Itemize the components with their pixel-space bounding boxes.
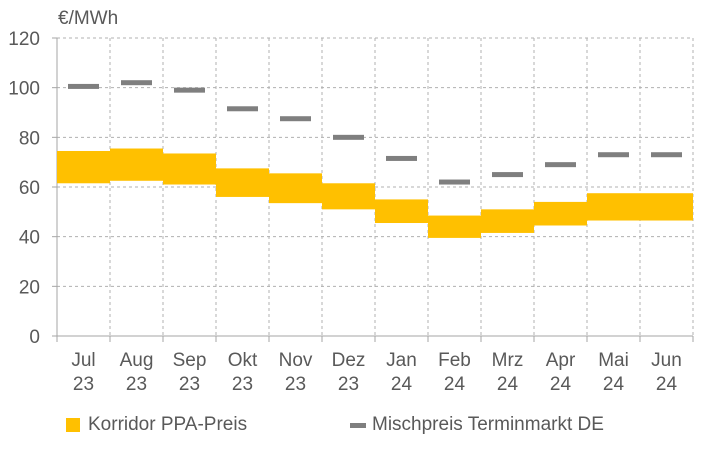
y-axis-unit-label: €/MWh	[58, 8, 119, 29]
y-tick-label: 0	[29, 327, 40, 348]
x-tick-label-month: Okt	[228, 350, 258, 371]
ppa-corridor-bar	[640, 193, 693, 221]
y-tick-label: 120	[8, 29, 40, 50]
x-tick-label-year: 24	[497, 374, 519, 395]
y-tick-label: 60	[19, 178, 40, 199]
x-tick-label-month: Dez	[332, 350, 366, 371]
x-tick-label-month: Nov	[279, 350, 313, 371]
y-tick-label: 20	[19, 277, 40, 298]
legend-item-mischpreis: Mischpreis Terminmarkt DE	[350, 414, 604, 436]
ppa-corridor-bar	[269, 173, 322, 204]
mischpreis-series	[68, 80, 682, 185]
x-tick-label-month: Jul	[71, 350, 95, 371]
x-tick-label-year: 23	[179, 374, 200, 395]
legend-swatch-ppa-corridor	[66, 418, 80, 432]
ppa-corridor-bar	[587, 193, 640, 221]
x-tick-label-month: Sep	[173, 350, 207, 371]
ppa-corridor-bar	[534, 201, 587, 226]
y-tick-label: 80	[19, 128, 40, 149]
x-tick-label-year: 23	[232, 374, 253, 395]
mischpreis-marker	[386, 155, 417, 161]
mischpreis-marker	[439, 179, 470, 185]
x-tick-label-month: Jun	[651, 350, 682, 371]
x-tick-label-year: 24	[550, 374, 572, 395]
x-tick-label-year: 24	[603, 374, 625, 395]
ppa-corridor-bar	[375, 199, 428, 224]
ppa-corridor-bar	[57, 150, 110, 184]
gridlines	[57, 37, 694, 336]
mischpreis-marker	[68, 83, 99, 89]
x-tick-label-month: Jan	[386, 350, 417, 371]
x-tick-label-year: 23	[285, 374, 306, 395]
ppa-corridor-bar	[110, 148, 163, 181]
x-tick-label-month: Feb	[438, 350, 471, 371]
mischpreis-marker	[333, 134, 364, 140]
mischpreis-marker	[651, 152, 682, 158]
x-tick-label-year: 24	[391, 374, 413, 395]
x-tick-label-month: Aug	[120, 350, 154, 371]
x-tick-label-month: Mai	[598, 350, 629, 371]
y-tick-label: 100	[8, 79, 40, 100]
ppa-corridor-bar	[163, 153, 216, 185]
ppa-corridor-bar	[428, 215, 481, 238]
mischpreis-marker	[545, 162, 576, 168]
x-tick-label-year: 23	[338, 374, 359, 395]
x-tick-labels: Jul 23 Aug 23 Sep 23 Okt 23 Nov 23 Dez 23 Jan 24 Feb 24…	[71, 350, 681, 395]
x-tick-label-year: 24	[444, 374, 466, 395]
ppa-corridor-bar	[481, 209, 534, 233]
mischpreis-marker	[598, 152, 629, 158]
axes	[52, 37, 694, 342]
mischpreis-marker	[280, 116, 311, 122]
mischpreis-marker	[492, 172, 523, 178]
ppa-corridor-bar	[216, 168, 269, 197]
y-tick-label: 40	[19, 228, 40, 249]
y-tick-labels: 0 20 40 60 80 100 120	[8, 29, 40, 348]
legend-label-ppa-corridor: Korridor PPA-Preis	[88, 414, 248, 435]
mischpreis-marker	[174, 87, 205, 93]
x-tick-label-year: 24	[656, 374, 678, 395]
mischpreis-marker	[121, 80, 152, 86]
x-tick-label-month: Apr	[546, 350, 576, 371]
ppa-corridor-series	[57, 148, 693, 238]
x-tick-label-year: 23	[73, 374, 94, 395]
legend-item-ppa-corridor: Korridor PPA-Preis	[66, 414, 247, 436]
legend-swatch-mischpreis	[350, 422, 366, 428]
x-tick-label-month: Mrz	[492, 350, 524, 371]
legend-label-mischpreis: Mischpreis Terminmarkt DE	[372, 414, 604, 435]
mischpreis-marker	[227, 106, 258, 112]
ppa-corridor-bar	[322, 183, 375, 210]
x-tick-label-year: 23	[126, 374, 147, 395]
